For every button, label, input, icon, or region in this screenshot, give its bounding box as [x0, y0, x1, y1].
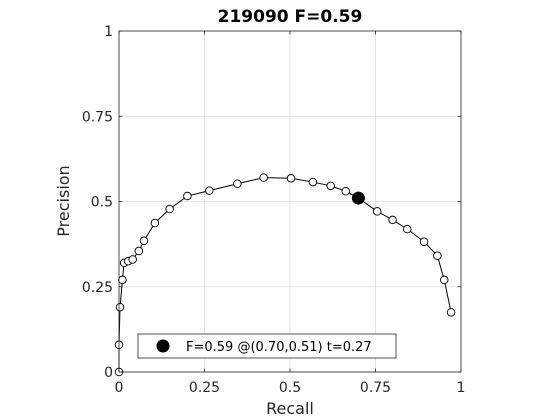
pr-curve-point: [134, 246, 144, 256]
x-tick-label: 0.75: [360, 380, 391, 396]
pr-curve-point: [308, 177, 318, 187]
y-tick-label: 1: [104, 24, 113, 40]
y-tick-label: 0: [104, 365, 113, 381]
pr-curve-point: [419, 237, 429, 246]
legend-label: F=0.59 @(0.70,0.51) t=0.27: [186, 340, 372, 355]
pr-curve-point: [118, 275, 127, 285]
pr-curve-point: [439, 275, 449, 285]
pr-curve-point: [388, 215, 397, 225]
highlight-layer: [351, 191, 365, 205]
axis-ticks: [118, 30, 462, 373]
pr-curve-point: [326, 181, 335, 191]
pr-curve-point: [233, 179, 242, 189]
x-tick-label: 0.5: [279, 380, 301, 396]
legend-box: [137, 333, 397, 359]
y-tick-label: 0.25: [82, 280, 113, 296]
pr-curve-point: [341, 187, 350, 196]
pr-curve-point: [259, 173, 268, 182]
pr-curve-point: [165, 204, 174, 214]
pr-curve-point: [433, 251, 442, 260]
pr-curve-point: [205, 186, 214, 195]
y-tick-label: 0.5: [91, 195, 113, 211]
x-tick-label: 0.25: [189, 380, 220, 396]
best-f-point: [351, 191, 365, 205]
x-tick-label: 0: [115, 380, 124, 396]
pr-curve-point: [446, 308, 456, 317]
pr-curve-point: [139, 236, 149, 245]
legend: F=0.59 @(0.70,0.51) t=0.27: [137, 333, 397, 359]
pr-curve-point: [128, 255, 137, 264]
chart-title: 219090 F=0.59: [218, 7, 363, 27]
pr-curve-point: [150, 218, 160, 228]
y-tick-label: 0.75: [82, 109, 113, 125]
pr-curve-point: [183, 191, 192, 201]
legend-marker: [156, 339, 170, 353]
pr-curve-point: [403, 224, 412, 234]
y-axis-label: Precision: [54, 165, 73, 236]
pr-curve-point: [286, 174, 296, 183]
x-axis-label: Recall: [266, 399, 314, 418]
pr-curve-point: [372, 207, 382, 216]
x-tick-label: 1: [457, 380, 466, 396]
pr-curve-point: [115, 302, 125, 312]
tick-labels: 0 0.25 0.5 0.75 1 0 0.25 0.5 0.75 1: [82, 24, 466, 396]
